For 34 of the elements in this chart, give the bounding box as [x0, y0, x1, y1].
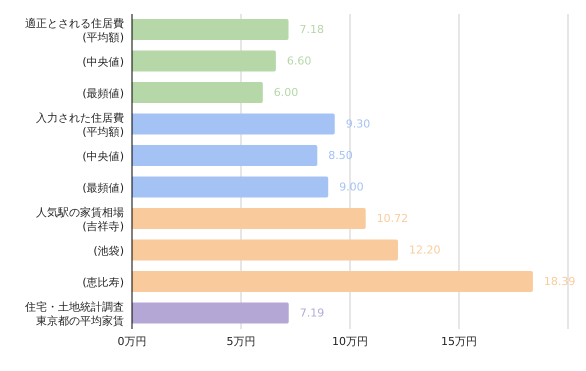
y-tick-label: (中央値) — [82, 149, 124, 162]
data-label: 9.30 — [346, 118, 370, 131]
data-label: 6.60 — [286, 54, 312, 68]
x-tick-label: 15万円 — [441, 334, 477, 348]
x-tick-label: 5万円 — [226, 334, 256, 348]
bar — [132, 19, 289, 40]
bar — [132, 114, 335, 135]
y-tick-label: 入力された住居費(平均額) — [36, 110, 124, 138]
y-tick-label: (最頻値) — [82, 180, 124, 194]
data-label: 12.20 — [408, 244, 440, 257]
y-tick-label: (恵比寿) — [82, 275, 124, 288]
y-tick-label: 適正とされる住居費(平均額) — [25, 16, 124, 44]
y-tick-label: (池袋) — [93, 244, 124, 257]
data-label: 18.39 — [544, 275, 576, 288]
data-label: 7.18 — [300, 23, 324, 36]
data-label: 7.19 — [300, 306, 324, 320]
data-label: 10.72 — [376, 212, 408, 226]
data-label: 6.00 — [274, 86, 298, 100]
data-label: 8.50 — [328, 149, 353, 162]
bar — [132, 50, 276, 72]
y-tick-label: 人気駅の家賃相場(吉祥寺) — [36, 205, 124, 232]
bar — [132, 82, 263, 104]
bar — [132, 240, 398, 261]
x-tick-label: 0万円 — [118, 334, 146, 348]
bar — [132, 208, 366, 230]
y-tick-label: (中央値) — [82, 54, 124, 68]
bar — [132, 145, 318, 166]
y-tick-label: (最頻値) — [82, 86, 124, 100]
bar — [132, 271, 533, 292]
bar — [132, 302, 289, 324]
bar — [132, 176, 328, 198]
data-label: 9.00 — [339, 180, 364, 194]
y-tick-label: 住宅・土地統計調査東京都の平均家賃 — [25, 300, 124, 327]
x-tick-label: 10万円 — [332, 334, 368, 348]
